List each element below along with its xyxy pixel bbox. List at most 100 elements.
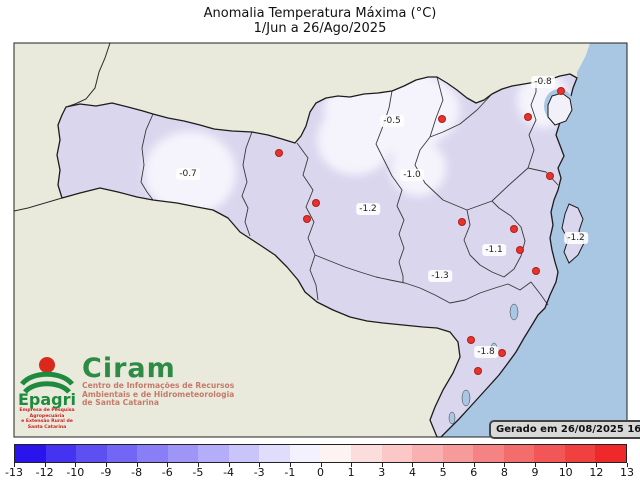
color-scale-segment [595, 445, 626, 462]
color-scale-tick-label: 8 [500, 466, 508, 479]
color-scale-tick-label: -13 [5, 466, 23, 479]
generated-timestamp: Gerado em 26/08/2025 16:49 [489, 420, 640, 439]
station-dot [557, 87, 565, 95]
color-scale-tick-mark [44, 463, 46, 467]
anomaly-patch [317, 105, 393, 175]
anomaly-value-label: -1.8 [474, 346, 498, 358]
color-scale-tick-mark [381, 463, 383, 467]
branding-block: Epagri Empresa de Pesquisa Agropecuária … [16, 353, 246, 430]
station-dot [516, 246, 524, 254]
sao-francisco-island [547, 92, 573, 126]
anomaly-patch [390, 140, 446, 196]
color-scale-tick-mark [443, 463, 445, 467]
color-scale-tick-label: 13 [620, 466, 634, 479]
anomaly-value-label: -1.2 [356, 203, 380, 215]
color-scale-tick-label: -1 [284, 466, 296, 479]
color-scale-tick-label: 12 [589, 466, 604, 479]
ciram-description-2: Ambientais e de Hidrometeorologia [82, 389, 235, 399]
color-scale-segment [381, 445, 413, 462]
color-scale-segment [351, 445, 382, 462]
title-line-2: 1/Jun a 26/Ago/2025 [253, 21, 387, 36]
station-dot [467, 336, 475, 344]
color-scale-tick-mark [504, 463, 506, 467]
color-scale-segment [228, 445, 260, 462]
color-scale-segment [442, 445, 474, 462]
state-border [56, 73, 578, 438]
title-line-1: Anomalia Temperatura Máxima (°C) [203, 6, 437, 21]
color-scale-tick-mark [197, 463, 199, 467]
anomaly-value-label: -1.0 [400, 169, 424, 181]
anomaly-value-label: -0.7 [176, 168, 200, 180]
color-scale-tick-label: -5 [192, 466, 204, 479]
station-dot [438, 115, 446, 123]
color-scale-segment [167, 445, 199, 462]
station-dot [303, 215, 311, 223]
color-scale-tick-mark [473, 463, 475, 467]
color-scale-tick-mark [14, 463, 15, 467]
anomaly-value-label: -1.1 [482, 244, 506, 256]
station-dot [524, 113, 532, 121]
epagri-mark-icon [20, 357, 74, 394]
color-scale-tick-label: 3 [378, 466, 386, 479]
color-scale-segment [564, 445, 596, 462]
anomaly-value-label: -0.8 [531, 76, 555, 88]
neighbour-borders [13, 42, 111, 212]
color-scale-tick-mark [412, 463, 414, 467]
color-scale-tick-mark [259, 463, 261, 467]
color-scale-tick-label: -4 [223, 466, 235, 479]
color-scale-tick-label: 6 [470, 466, 478, 479]
color-scale-tick-mark [320, 463, 322, 467]
color-scale-tick-mark [228, 463, 230, 467]
color-scale-segment [106, 445, 138, 462]
map-title: Anomalia Temperatura Máxima (°C) 1/Jun a… [0, 6, 640, 36]
color-scale-tick-mark [289, 463, 291, 467]
color-scale-tick-label: 0 [317, 466, 324, 479]
color-scale-segment [412, 445, 443, 462]
color-scale-segment [503, 445, 535, 462]
color-scale-tick-label: -12 [35, 466, 54, 479]
ciram-description-1: Centro de Informações de Recursos [82, 381, 235, 390]
epagri-label: Epagri [17, 390, 76, 409]
ciram-label: Ciram [82, 353, 176, 384]
epagri-subtitle-1: Empresa de Pesquisa Agropecuária [19, 408, 75, 419]
anomaly-value-label: -1.2 [564, 232, 588, 244]
color-scale-segment [198, 445, 229, 462]
color-scale-tick-label: 4 [408, 466, 416, 479]
color-scale-tick-label: -10 [66, 466, 85, 479]
color-scale-tick-label: -6 [161, 466, 173, 479]
color-scale-tick-label: -3 [253, 466, 265, 479]
color-scale-tick-label: 1 [347, 466, 355, 479]
ciram-logo: Ciram Centro de Informações de Recursos … [82, 353, 235, 430]
epagri-logo: Epagri Empresa de Pesquisa Agropecuária … [16, 356, 78, 430]
epagri-subtitle-2: e Extensão Rural de Santa Catarina [21, 419, 73, 430]
ocean [441, 43, 627, 437]
color-scale-tick-mark [535, 463, 537, 467]
color-scale-tick-label: 10 [558, 466, 573, 479]
station-dot [312, 199, 320, 207]
color-scale-segment [137, 445, 168, 462]
color-scale-segment [289, 445, 321, 462]
region-borders [140, 76, 559, 306]
station-dot [498, 349, 506, 357]
color-scale-tick-mark [105, 463, 107, 467]
color-scale-tick-mark [167, 463, 169, 467]
color-scale-tick-mark [565, 463, 567, 467]
color-scale-tick-label: 9 [531, 466, 539, 479]
color-scale-segment [473, 445, 504, 462]
color-scale-tick-mark [351, 463, 353, 467]
color-scale-tick-mark [75, 463, 77, 467]
color-scale-tick-mark [136, 463, 138, 467]
color-scale-tick-label: -9 [100, 466, 112, 479]
station-dot [510, 225, 518, 233]
color-scale-tick-mark [596, 463, 598, 467]
anomaly-value-label: -1.3 [428, 270, 452, 282]
station-dot [474, 367, 482, 375]
color-scale-segment [259, 445, 290, 462]
ciram-description-3: de Santa Catarina [82, 398, 159, 408]
color-scale-bar [14, 444, 627, 463]
station-dot [546, 172, 554, 180]
color-scale-tick-label: -8 [131, 466, 143, 479]
station-dot [532, 267, 540, 275]
color-scale-segment [320, 445, 352, 462]
